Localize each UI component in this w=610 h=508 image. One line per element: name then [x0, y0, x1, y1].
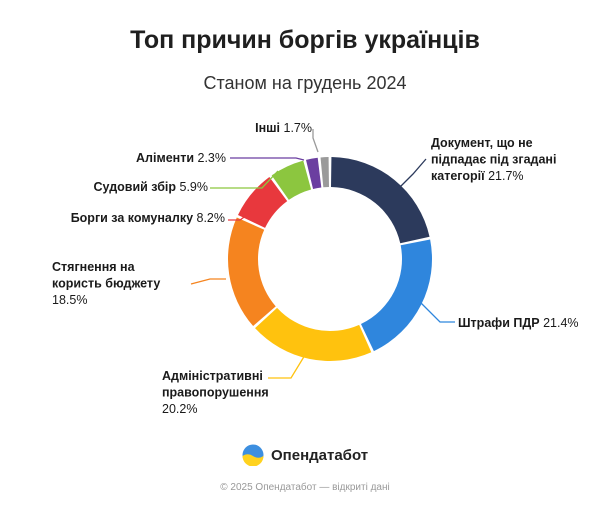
slice-label: Адміністративні правопорушення 20.2%: [162, 369, 269, 416]
slice-label: Штрафи ПДР 21.4%: [458, 316, 579, 330]
donut-slice: [271, 160, 312, 200]
leader-line: [228, 207, 258, 221]
footer-text: © 2025 Опендатабот — відкриті дані: [220, 482, 390, 493]
leader-line: [230, 157, 305, 161]
slice-label: Стягнення на користь бюджету 18.5%: [52, 260, 160, 307]
slice-label: Документ, що не підпадає під згадані катег…: [431, 136, 556, 183]
donut-slice: [331, 157, 430, 244]
leader-line: [397, 158, 427, 190]
chart-title: Топ причин боргів українців: [130, 26, 480, 54]
leader-line: [210, 170, 279, 189]
leader-line: [312, 129, 319, 153]
donut-slice: [228, 217, 276, 327]
brand-block: Опендатабот: [242, 442, 368, 468]
donut-slice: [320, 157, 329, 188]
donut-slice: [360, 239, 432, 352]
slice-label: Інші 1.7%: [255, 121, 312, 135]
brand-name: Опендатабот: [271, 446, 369, 464]
donut-slice: [305, 157, 322, 190]
donut-slice: [237, 176, 288, 228]
slice-label: Аліменти 2.3%: [136, 151, 226, 165]
leader-line: [420, 302, 455, 323]
leader-line: [190, 278, 226, 285]
chart-subtitle: Станом на грудень 2024: [203, 73, 407, 93]
opendatabot-logo-icon: [242, 444, 264, 466]
slice-label: Судовий збір 5.9%: [94, 180, 208, 194]
leader-line: [268, 354, 306, 379]
donut-slice: [255, 307, 372, 361]
slice-label: Борги за комуналку 8.2%: [71, 211, 225, 225]
